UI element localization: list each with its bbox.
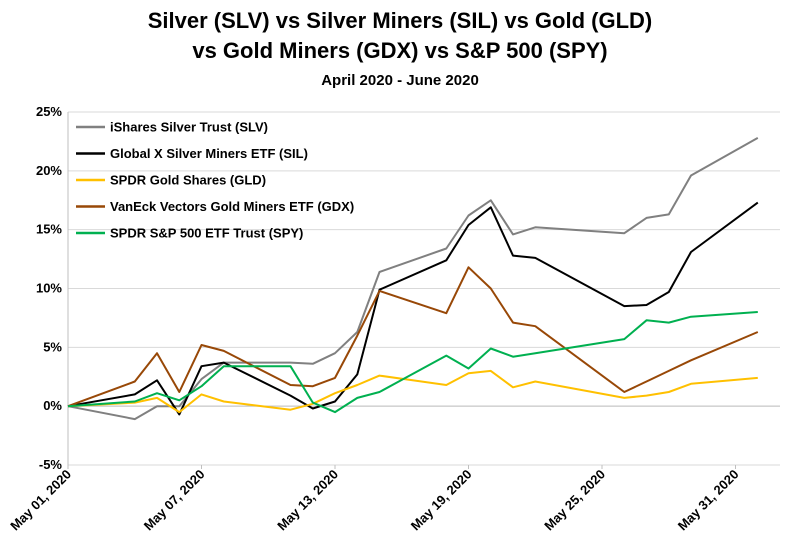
- legend-label: SPDR S&P 500 ETF Trust (SPY): [110, 226, 303, 241]
- x-tick-label: May 07, 2020: [141, 467, 208, 534]
- legend-label: Global X Silver Miners ETF (SIL): [110, 146, 308, 161]
- chart-title-line1: Silver (SLV) vs Silver Miners (SIL) vs G…: [147, 8, 653, 33]
- series-line-3: [67, 369, 758, 414]
- legend-label: VanEck Vectors Gold Miners ETF (GDX): [110, 199, 354, 214]
- legend-label: SPDR Gold Shares (GLD): [110, 173, 266, 188]
- y-tick-label: 15%: [36, 222, 62, 237]
- y-tick-label: 25%: [36, 104, 62, 119]
- y-tick-label: -5%: [39, 457, 63, 472]
- x-tick-label: May 31, 2020: [675, 467, 742, 534]
- series-line-2: [67, 201, 759, 416]
- series-line-4: [67, 266, 759, 408]
- y-tick-label: 5%: [43, 339, 62, 354]
- chart-title-line2: vs Gold Miners (GDX) vs S&P 500 (SPY): [192, 38, 608, 63]
- y-tick-label: 10%: [36, 281, 62, 296]
- series-line-5: [67, 311, 758, 414]
- x-tick-label: May 01, 2020: [7, 467, 74, 534]
- y-tick-label: 20%: [36, 163, 62, 178]
- x-tick-label: May 25, 2020: [541, 467, 608, 534]
- legend-label: iShares Silver Trust (SLV): [110, 120, 268, 135]
- y-tick-label: 0%: [43, 398, 62, 413]
- x-tick-label: May 19, 2020: [408, 467, 475, 534]
- chart-subtitle: April 2020 - June 2020: [321, 72, 479, 89]
- x-tick-label: May 13, 2020: [274, 467, 341, 534]
